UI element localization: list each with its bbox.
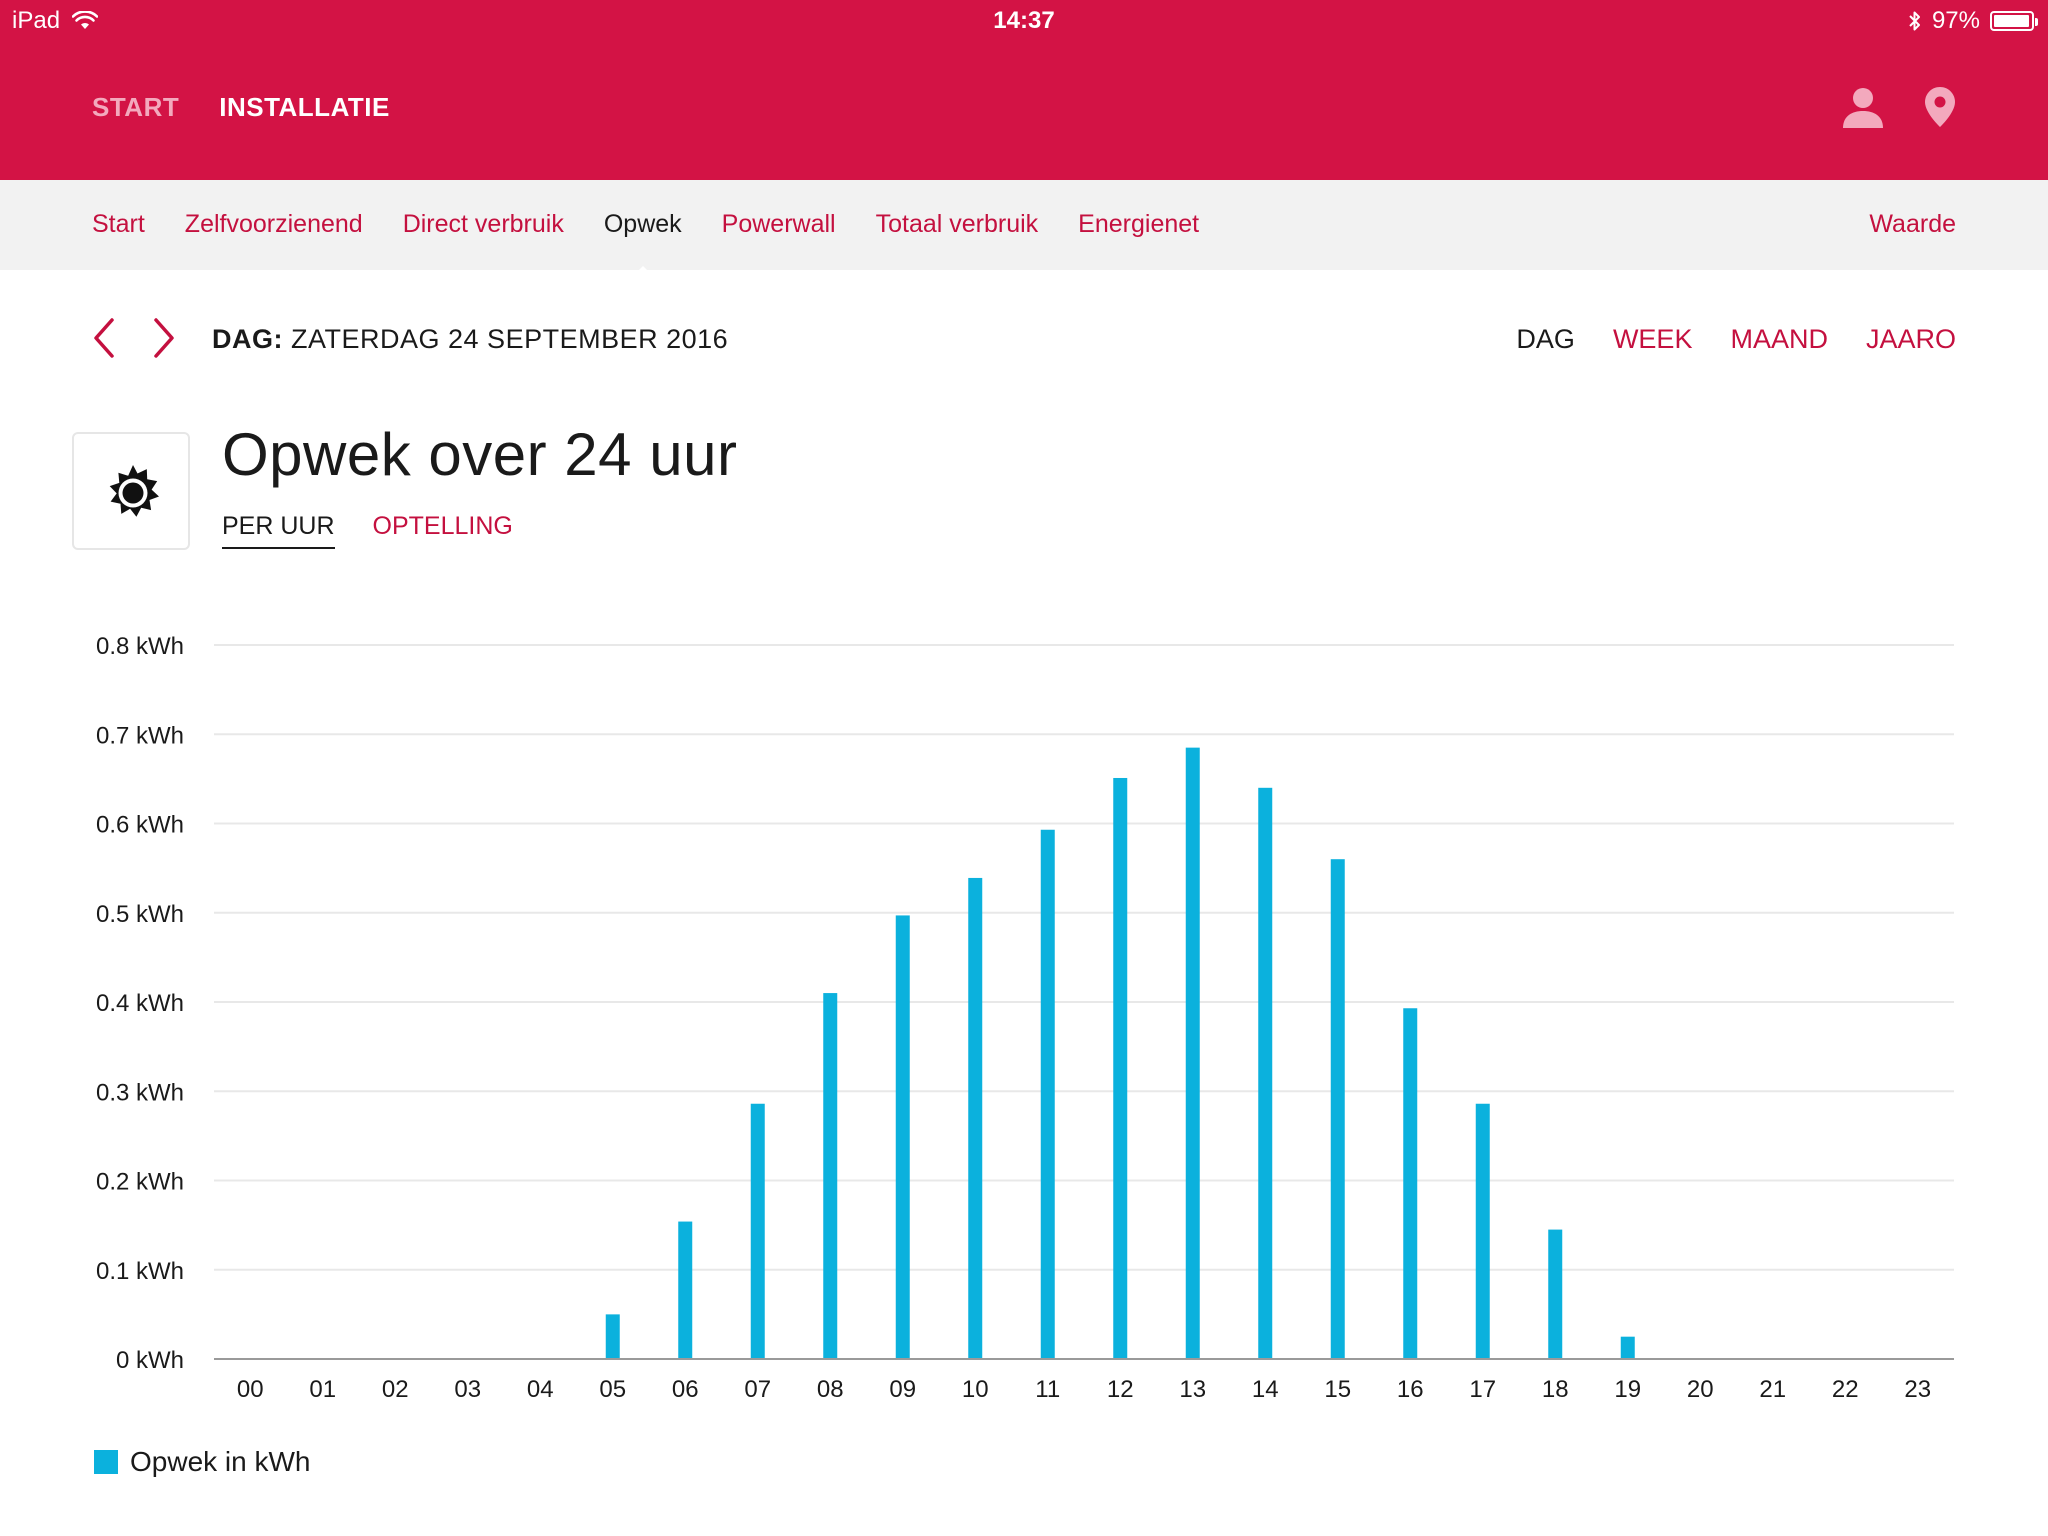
bar-11: [1040, 829, 1055, 1359]
subnav-opwek[interactable]: Opwek: [603, 210, 682, 278]
main-nav: START INSTALLATIE: [92, 92, 390, 123]
x-tick-label: 10: [962, 1376, 989, 1403]
location-pin-icon[interactable]: [1924, 86, 1956, 128]
period-maand[interactable]: MAAND: [1730, 324, 1828, 354]
bar-06: [678, 1221, 693, 1359]
bluetooth-icon: [1909, 11, 1920, 31]
user-icon[interactable]: [1842, 86, 1884, 128]
x-tick-label: 17: [1469, 1376, 1496, 1403]
bar-13: [1185, 747, 1200, 1359]
bar-15: [1330, 859, 1345, 1359]
bar-18: [1548, 1229, 1563, 1359]
battery-icon: [1990, 11, 2038, 31]
status-time: 14:37: [993, 7, 1055, 34]
status-bar: iPad 14:37 97%: [0, 0, 2048, 42]
subnav-totaal-verbruik[interactable]: Totaal verbruik: [875, 210, 1039, 238]
period-jaaro[interactable]: JAARO: [1865, 324, 1956, 354]
x-tick-label: 04: [527, 1376, 554, 1403]
x-tick-label: 02: [382, 1376, 409, 1403]
period-selector: DAG WEEK MAAND JAARO: [1516, 324, 1956, 355]
subnav-zelfvoorzienend[interactable]: Zelfvoorzienend: [184, 210, 363, 238]
bar-05: [605, 1314, 620, 1359]
next-day-icon[interactable]: [146, 314, 182, 362]
y-tick-label: 0.1 kWh: [96, 1258, 184, 1285]
x-tick-label: 00: [237, 1376, 264, 1403]
x-tick-label: 15: [1324, 1376, 1351, 1403]
x-tick-label: 16: [1397, 1376, 1424, 1403]
y-tick-label: 0.6 kWh: [96, 812, 184, 839]
device-label: iPad: [12, 7, 61, 34]
y-tick-label: 0.7 kWh: [96, 722, 184, 749]
y-tick-label: 0.5 kWh: [96, 901, 184, 928]
y-tick-label: 0.8 kWh: [96, 633, 184, 660]
x-tick-label: 06: [672, 1376, 699, 1403]
legend-label: Opwek in kWh: [130, 1446, 311, 1477]
x-tick-label: 03: [454, 1376, 481, 1403]
previous-day-icon[interactable]: [86, 314, 122, 362]
y-tick-label: 0.4 kWh: [96, 990, 184, 1017]
period-dag[interactable]: DAG: [1516, 324, 1575, 354]
bar-08: [823, 993, 838, 1359]
date-prefix: DAG:: [212, 324, 283, 354]
x-tick-label: 01: [309, 1376, 336, 1403]
section-icon-box: [72, 432, 190, 550]
nav-installatie[interactable]: INSTALLATIE: [219, 92, 390, 122]
bar-07: [750, 1103, 765, 1359]
battery-percentage: 97%: [1931, 7, 1980, 34]
x-tick-label: 05: [599, 1376, 626, 1403]
bar-10: [968, 877, 983, 1359]
bar-12: [1113, 777, 1128, 1359]
x-tick-label: 07: [744, 1376, 771, 1403]
subnav-direct-verbruik[interactable]: Direct verbruik: [402, 210, 564, 238]
waarde-button[interactable]: Waarde: [1869, 210, 1956, 238]
x-tick-label: 20: [1687, 1376, 1714, 1403]
x-tick-label: 08: [817, 1376, 844, 1403]
date-label: DAG: ZATERDAG 24 SEPTEMBER 2016: [212, 324, 728, 355]
x-tick-label: 09: [889, 1376, 916, 1403]
subnav-energienet[interactable]: Energienet: [1078, 210, 1200, 238]
tab-optelling[interactable]: OPTELLING: [372, 512, 513, 540]
sun-icon: [109, 465, 159, 517]
bar-19: [1620, 1336, 1635, 1359]
app-header: iPad 14:37 97% START INSTALLATIE: [0, 0, 2048, 180]
chart-legend: Opwek in kWh: [94, 1446, 311, 1478]
sub-nav: Start Zelfvoorzienend Direct verbruik Op…: [0, 180, 2048, 278]
x-tick-label: 12: [1107, 1376, 1134, 1403]
x-tick-label: 13: [1179, 1376, 1206, 1403]
bar-09: [895, 915, 910, 1359]
x-tick-label: 14: [1252, 1376, 1279, 1403]
bar-14: [1258, 787, 1273, 1359]
period-week[interactable]: WEEK: [1612, 324, 1693, 354]
x-tick-label: 22: [1832, 1376, 1859, 1403]
bar-16: [1403, 1008, 1418, 1359]
x-tick-label: 11: [1035, 1376, 1060, 1403]
x-tick-label: 19: [1614, 1376, 1641, 1403]
legend-swatch: [94, 1450, 118, 1474]
y-tick-label: 0.3 kWh: [96, 1079, 184, 1106]
x-tick-label: 21: [1759, 1376, 1786, 1403]
y-tick-label: 0.2 kWh: [96, 1169, 184, 1196]
y-tick-label: 0 kWh: [116, 1347, 184, 1374]
mode-tabs: PER UUR OPTELLING: [222, 512, 513, 549]
x-tick-label: 23: [1904, 1376, 1931, 1403]
section-title: Opwek over 24 uur: [222, 421, 738, 488]
bar-17: [1475, 1103, 1490, 1359]
date-value: ZATERDAG 24 SEPTEMBER 2016: [291, 324, 729, 354]
production-bar-chart: 0 kWh 0.1 kWh 0.2 kWh 0.3 kWh 0.4 kWh 0.5 kWh…: [96, 633, 1954, 1403]
subnav-powerwall[interactable]: Powerwall: [721, 210, 836, 238]
x-tick-label: 18: [1542, 1376, 1569, 1403]
nav-start[interactable]: START: [92, 92, 180, 122]
subnav-start[interactable]: Start: [92, 210, 145, 238]
wifi-icon: [72, 11, 99, 29]
date-row: DAG: ZATERDAG 24 SEPTEMBER 2016 DAG WEEK…: [0, 310, 2048, 370]
tab-per-uur[interactable]: PER UUR: [222, 512, 335, 549]
